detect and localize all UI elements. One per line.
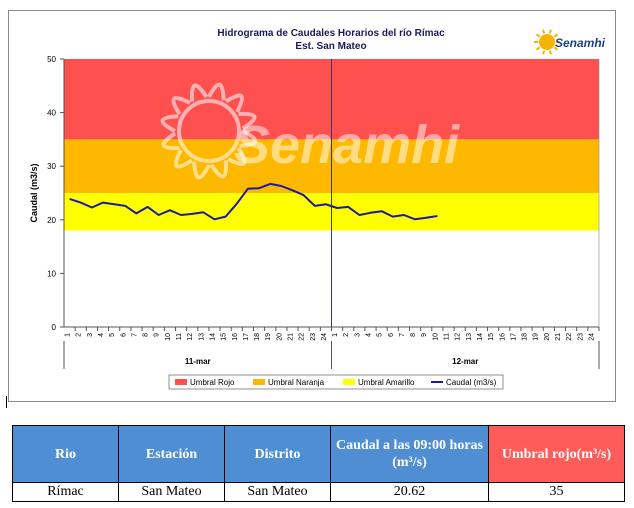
x-tick-label: 8 [410,333,417,337]
x-tick-label: 19 [533,333,540,341]
x-tick-label: 16 [499,333,506,341]
watermark-text: Senamhi [234,115,460,175]
x-tick-label: 17 [243,333,250,341]
x-tick-label: 12 [187,333,194,341]
svg-text:Senamhi: Senamhi [555,36,606,50]
legend-label: Umbral Naranja [268,378,325,387]
chart-frame: Senamhi 0 10 20 30 40 50 Caudal (m3/s) 1 2 3 4 5 6 7 8 9… [8,10,616,402]
series-line-caudal [69,182,438,221]
x-tick-label: 8 [143,333,150,337]
table-header-row: Rio Estación Distrito Caudal a las 09:00… [12,425,625,483]
chart-subtitle: Est. San Mateo [295,41,366,52]
y-tick-label: 0 [52,323,57,332]
x-tick-label: 1 [65,333,72,337]
x-tick-label: 17 [510,333,517,341]
x-tick-label: 16 [232,333,239,341]
day-label: 11-mar [185,357,211,366]
x-tick-label: 21 [555,333,562,341]
header-umbral-rojo: Umbral rojo(m³/s) [488,425,625,483]
x-tick-label: 6 [120,333,127,337]
summary-table: Rio Estación Distrito Caudal a las 09:00… [12,425,625,502]
y-tick-label: 30 [47,162,56,171]
legend-swatch [343,379,355,385]
cell-rio: Rímac [12,482,119,502]
x-tick-label: 9 [154,333,161,337]
cursor-mark [6,396,7,408]
x-tick-label: 13 [198,333,205,341]
legend-label: Umbral Rojo [190,378,235,387]
x-tick-label: 20 [544,333,551,341]
x-tick-label: 18 [254,333,261,341]
x-tick-label: 3 [87,333,94,337]
x-tick-label: 5 [109,333,116,337]
header-caudal: Caudal a las 09:00 horas (m³/s) [330,425,489,483]
x-tick-label: 19 [265,333,272,341]
x-tick-label: 22 [299,333,306,341]
x-tick-label: 1 [332,333,339,337]
x-tick-label: 11 [176,333,183,340]
legend-box [168,374,504,390]
table-row: Rímac San Mateo San Mateo 20.62 35 [12,482,625,502]
cell-estacion: San Mateo [118,482,225,502]
x-tick-label: 24 [588,333,595,341]
x-tick-label: 5 [377,333,384,337]
x-tick-label: 12 [455,333,462,341]
y-tick-label: 10 [47,269,56,278]
y-tick-label: 40 [47,109,56,118]
y-tick-label: 50 [47,55,56,64]
x-tick-label: 2 [343,333,350,337]
header-rio: Rio [12,425,119,483]
legend-swatch [175,379,187,385]
chart-title: Hidrograma de Caudales Horarios del río … [217,28,445,39]
cell-umbral-rojo: 35 [488,482,625,502]
x-tick-label: 3 [354,333,361,337]
x-tick-label: 14 [477,333,484,341]
x-tick-label: 2 [76,333,83,337]
x-tick-label: 6 [388,333,395,337]
header-estacion: Estación [118,425,225,483]
x-tick-label: 4 [98,333,105,337]
y-axis-label: Caudal (m3/s) [29,163,39,222]
x-tick-label: 13 [466,333,473,341]
x-tick-label: 10 [165,333,172,341]
x-tick-label: 15 [488,333,495,341]
x-tick-label: 11 [444,333,451,340]
x-tick-label: 9 [421,333,428,337]
legend-label: Umbral Amarillo [358,378,415,387]
x-tick-label: 7 [399,333,406,337]
x-tick-label: 22 [566,333,573,341]
x-tick-label: 7 [131,333,138,337]
legend-swatch [253,379,265,385]
senamhi-logo: Senamhi [534,29,606,55]
x-tick-label: 14 [209,333,216,341]
x-tick-label: 24 [321,333,328,341]
x-tick-label: 4 [366,333,373,337]
header-distrito: Distrito [224,425,331,483]
x-tick-label: 10 [432,333,439,341]
x-tick-label: 23 [310,333,317,341]
x-tick-label: 18 [522,333,529,341]
x-tick-label: 23 [577,333,584,341]
x-tick-label: 15 [221,333,228,341]
day-label: 12-mar [452,357,478,366]
x-tick-label: 21 [287,333,294,341]
y-tick-label: 20 [47,216,56,225]
cell-distrito: San Mateo [224,482,331,502]
x-tick-label: 20 [276,333,283,341]
legend-label: Caudal (m3/s) [446,378,497,387]
watermark-sun-icon [160,82,258,180]
cell-caudal: 20.62 [330,482,489,502]
